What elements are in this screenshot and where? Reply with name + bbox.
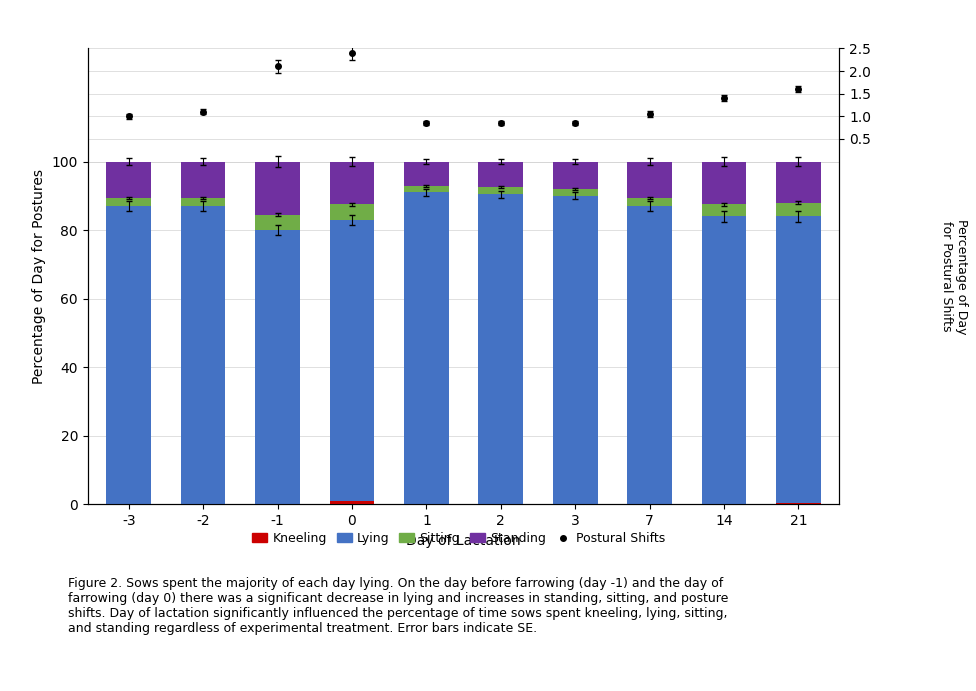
Bar xyxy=(552,196,597,504)
Text: Figure 2. Sows spent the majority of each day lying. On the day before farrowing: Figure 2. Sows spent the majority of eac… xyxy=(68,577,729,635)
Y-axis label: Percentage of Day for Postures: Percentage of Day for Postures xyxy=(32,169,46,384)
Bar xyxy=(478,187,523,194)
Y-axis label: Percentage of Day
for Postural Shifts: Percentage of Day for Postural Shifts xyxy=(941,218,968,334)
Bar xyxy=(776,162,821,202)
Bar xyxy=(106,198,151,206)
Bar xyxy=(628,206,671,504)
Bar xyxy=(552,189,597,196)
Bar xyxy=(330,220,375,501)
Bar xyxy=(181,162,225,198)
Bar xyxy=(702,205,747,216)
Bar xyxy=(256,230,300,504)
Bar xyxy=(181,206,225,504)
Bar xyxy=(330,501,375,504)
Bar xyxy=(702,162,747,205)
Bar xyxy=(776,216,821,503)
Bar xyxy=(478,194,523,504)
Bar xyxy=(776,503,821,504)
Bar xyxy=(552,162,597,189)
Bar xyxy=(330,162,375,205)
X-axis label: Day of Lactation: Day of Lactation xyxy=(406,533,521,548)
Legend: Kneeling, Lying, Sitting, Standing, Postural Shifts: Kneeling, Lying, Sitting, Standing, Post… xyxy=(247,527,671,550)
Bar xyxy=(106,162,151,198)
Bar xyxy=(256,162,300,215)
Bar xyxy=(478,162,523,187)
Bar xyxy=(628,162,671,198)
Bar xyxy=(106,206,151,504)
Bar xyxy=(256,215,300,230)
Bar xyxy=(404,162,449,185)
Bar xyxy=(702,216,747,504)
Bar xyxy=(404,185,449,192)
Bar xyxy=(181,198,225,206)
Bar xyxy=(404,192,449,504)
Bar xyxy=(628,198,671,206)
Bar xyxy=(776,202,821,216)
Bar xyxy=(330,205,375,220)
